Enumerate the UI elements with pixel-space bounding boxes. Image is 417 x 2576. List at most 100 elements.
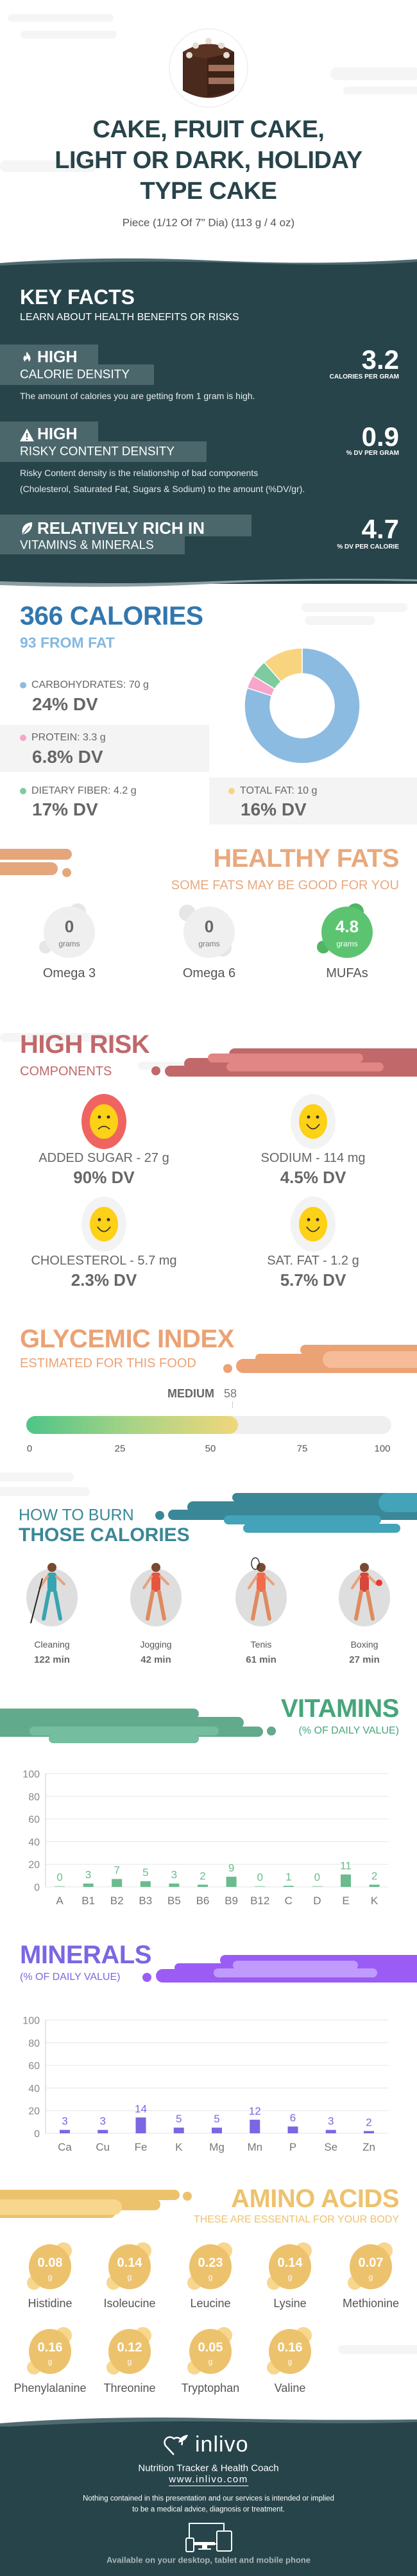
bar-value-label: 14 xyxy=(135,2103,147,2115)
fact-level: HIGH xyxy=(37,348,78,366)
bar-value-label: 5 xyxy=(214,2113,219,2125)
boxer-icon xyxy=(339,1563,390,1626)
risk-label: ADDED SUGAR - 27 g xyxy=(38,1151,169,1165)
bar-value-label: 7 xyxy=(114,1864,119,1877)
decor-streak xyxy=(0,2190,180,2200)
fat-name: Omega 6 xyxy=(182,966,236,980)
bar-value-label: 3 xyxy=(85,1869,91,1881)
activity-name: Tenis xyxy=(250,1639,272,1650)
amino-name: Phenylalanine xyxy=(13,2382,87,2394)
amino-badge xyxy=(348,2242,394,2291)
y-tick-label: 0 xyxy=(34,2129,40,2140)
healthy-fats-title: HEALTHY FATS xyxy=(213,844,399,873)
vitamins-bar-chart: 0 20 40 60 80 100 0 A 3 B1 7 B2 5 B3 3 B5 2 B6 9 B9 0 B12 1 C 0 D… xyxy=(22,1770,389,1907)
risk-label: SODIUM - 114 mg xyxy=(260,1151,366,1165)
glycemic-tick: 0 xyxy=(26,1443,33,1454)
y-tick-label: 100 xyxy=(22,2016,40,2027)
bar xyxy=(212,2128,222,2133)
fat-unit: grams xyxy=(198,939,220,948)
jogging-person-icon xyxy=(130,1563,182,1626)
bar xyxy=(198,1884,208,1887)
sad-face-icon xyxy=(81,1094,126,1149)
macro-row-bg xyxy=(209,778,417,824)
glycemic-level: MEDIUM xyxy=(167,1387,214,1400)
fact-label: VITAMINS & MINERALS xyxy=(20,538,154,552)
x-tick-label: B3 xyxy=(139,1895,152,1907)
fact-unit: CALORIES PER GRAM xyxy=(329,373,399,380)
amino-unit: g xyxy=(47,2273,53,2282)
fact-unit: % DV PER GRAM xyxy=(346,450,399,457)
fact-label: CALORIE DENSITY xyxy=(20,368,130,382)
badge-circle xyxy=(108,2329,151,2374)
fact-value: 0.9 xyxy=(361,422,399,452)
activity-time: 122 min xyxy=(34,1654,70,1666)
badge-circle xyxy=(350,2244,392,2289)
fact-unit: % DV PER CALORIE xyxy=(337,543,399,550)
bar-value-label: 5 xyxy=(176,2113,182,2125)
amino-name: Methionine xyxy=(342,2297,400,2310)
bar xyxy=(341,1874,351,1887)
vitamins-subtitle: (% OF DAILY VALUE) xyxy=(298,1725,399,1736)
bar xyxy=(255,1886,266,1887)
legend-dot xyxy=(228,787,235,794)
fact-level: HIGH xyxy=(37,425,78,443)
fat-unit: grams xyxy=(58,939,80,948)
amino-value: 0.23 xyxy=(198,2256,223,2270)
footer-url-link[interactable]: www.inlivo.com xyxy=(169,2474,248,2486)
amino-value: 0.08 xyxy=(37,2256,63,2270)
bar xyxy=(98,2129,108,2133)
macro-fat-dv: 16% DV xyxy=(241,799,307,819)
badge-circle xyxy=(44,907,95,958)
bar-value-label: 2 xyxy=(200,1870,205,1882)
bar xyxy=(140,1881,151,1887)
activity-time: 42 min xyxy=(140,1654,171,1666)
fat-name: MUFAs xyxy=(326,966,368,980)
fact-level-box xyxy=(0,422,98,442)
macro-fat-label: TOTAL FAT: 10 g xyxy=(228,786,317,796)
bar xyxy=(60,2129,70,2133)
fact-label-box xyxy=(0,441,207,462)
amino-unit: g xyxy=(127,2273,132,2282)
decor-streak xyxy=(243,1524,400,1533)
decor-streak xyxy=(0,1033,115,1042)
leaf-icon xyxy=(22,522,33,534)
bar-value-label: 3 xyxy=(100,2115,106,2128)
amino-value: 0.12 xyxy=(117,2341,142,2355)
bar xyxy=(369,1884,380,1887)
decor-dot xyxy=(183,2192,192,2201)
glycemic-subtitle: ESTIMATED FOR THIS FOOD xyxy=(20,1356,196,1370)
happy-face-icon xyxy=(81,1197,126,1252)
badge-circle xyxy=(321,907,373,958)
decor-streak xyxy=(21,31,117,38)
glycemic-tick: 100 xyxy=(374,1443,391,1454)
decor-streak xyxy=(208,1053,363,1062)
amino-name: Lysine xyxy=(273,2297,307,2310)
decor-streak xyxy=(330,67,417,80)
key-facts-title: KEY FACTS xyxy=(20,286,135,309)
footer xyxy=(0,2427,417,2576)
amino-value: 0.05 xyxy=(198,2341,223,2355)
calories-from-fat: 93 FROM FAT xyxy=(20,634,115,651)
fact-level: RELATIVELY RICH IN xyxy=(37,518,205,538)
amino-unit: g xyxy=(287,2273,293,2282)
flame-icon xyxy=(23,351,31,363)
decor-streak xyxy=(226,1062,384,1071)
fact-description: Risky Content density is the relationshi… xyxy=(20,468,259,478)
fact-label: RISKY CONTENT DENSITY xyxy=(20,445,175,459)
vitamins-title: VITAMINS xyxy=(280,1694,400,1723)
x-tick-label: K xyxy=(175,2141,183,2153)
minerals-title: MINERALS xyxy=(20,1941,151,1969)
decor-streak xyxy=(214,1968,377,1977)
risk-dv: 2.3% DV xyxy=(71,1270,137,1290)
y-tick-label: 20 xyxy=(28,1860,40,1871)
amino-unit: g xyxy=(368,2273,373,2282)
bar xyxy=(112,1879,123,1887)
macro-label-text: DIETARY FIBER: 4.2 g xyxy=(31,785,137,796)
decor-streak xyxy=(0,862,58,875)
x-tick-label: B9 xyxy=(225,1895,238,1907)
activity-name: Cleaning xyxy=(34,1639,70,1650)
fat-badge xyxy=(179,903,238,961)
healthy-fats-subtitle: SOME FATS MAY BE GOOD FOR YOU xyxy=(171,878,399,892)
macro-carbs-label: CARBOHYDRATES: 70 g xyxy=(20,680,149,690)
fact-value: 3.2 xyxy=(361,345,399,375)
